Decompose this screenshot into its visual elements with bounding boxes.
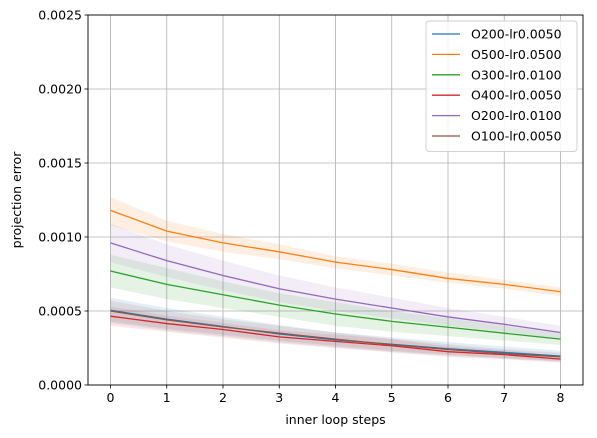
y-tick-label: 0.0015 [38, 156, 82, 171]
x-tick-label: 8 [557, 390, 565, 405]
x-tick-label: 7 [500, 390, 508, 405]
x-tick-label: 1 [163, 390, 171, 405]
legend-label: O100-lr0.0050 [471, 129, 562, 144]
y-axis-label: projection error [9, 151, 24, 249]
series-line-4 [110, 315, 561, 360]
legend-label: O200-lr0.0050 [471, 27, 562, 42]
x-tick-label: 0 [107, 390, 115, 405]
series-band-5 [110, 223, 561, 340]
y-tick-label: 0.0020 [38, 82, 82, 97]
y-tick-label: 0.0010 [38, 230, 82, 245]
series-line-5 [110, 242, 561, 334]
legend-label: O400-lr0.0050 [471, 88, 562, 103]
legend-label: O300-lr0.0100 [471, 67, 562, 82]
legend-box [425, 20, 578, 152]
legend: O200-lr0.0050 O500-lr0.0500 O300-lr0.0100 O… [425, 20, 578, 152]
y-tick-label: 0.0005 [38, 304, 82, 319]
legend-label: O500-lr0.0500 [471, 47, 562, 62]
x-tick-label: 3 [275, 390, 283, 405]
axis-ticks: 0 1 2 3 4 5 6 7 8 0.0000 0.0005 0.0010 0.0015 0.0020 0… [38, 8, 564, 406]
series-line-6 [110, 310, 561, 358]
series-band-6 [110, 300, 561, 362]
series-line-3 [110, 270, 561, 340]
x-tick-label: 5 [388, 390, 396, 405]
x-tick-label: 2 [219, 390, 227, 405]
y-tick-label: 0.0025 [38, 8, 82, 23]
x-tick-label: 6 [444, 390, 452, 405]
x-tick-label: 4 [332, 390, 340, 405]
legend-label: O200-lr0.0100 [471, 108, 562, 123]
series-lines [110, 209, 561, 360]
series-line-2 [110, 209, 561, 293]
series-band-3 [110, 254, 561, 346]
series-band-1 [110, 297, 561, 362]
y-tick-label: 0.0000 [38, 378, 82, 393]
x-axis-label: inner loop steps [285, 412, 385, 427]
